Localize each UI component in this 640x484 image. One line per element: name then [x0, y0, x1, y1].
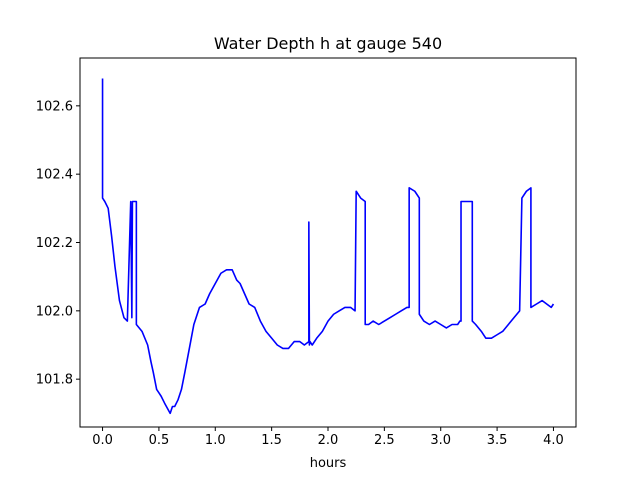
y-tick-label: 102.4: [36, 168, 73, 183]
y-tick-label: 102.0: [36, 304, 73, 319]
x-tick-label: 1.0: [205, 433, 226, 448]
y-axis: 101.8 102.0 102.2 102.4 102.6: [36, 99, 80, 388]
y-tick-label: 102.2: [36, 236, 73, 251]
plot-area: [101, 78, 555, 415]
y-tick-label: 101.8: [36, 373, 73, 388]
x-tick-label: 2.5: [374, 433, 395, 448]
x-tick-label: 4.0: [543, 433, 564, 448]
chart-title: Water Depth h at gauge 540: [214, 34, 442, 53]
x-tick-label: 1.5: [261, 433, 282, 448]
y-tick-label: 102.6: [36, 99, 73, 114]
x-tick-label: 3.0: [430, 433, 451, 448]
series-line-0: [101, 78, 555, 415]
x-axis-label: hours: [310, 456, 347, 471]
x-tick-label: 3.5: [487, 433, 508, 448]
x-tick-label: 0.0: [92, 433, 113, 448]
x-tick-label: 2.0: [318, 433, 339, 448]
x-tick-label: 0.5: [149, 433, 170, 448]
x-axis: 0.0 0.5 1.0 1.5 2.0 2.5 3.0 3.5 4.0: [92, 427, 564, 448]
